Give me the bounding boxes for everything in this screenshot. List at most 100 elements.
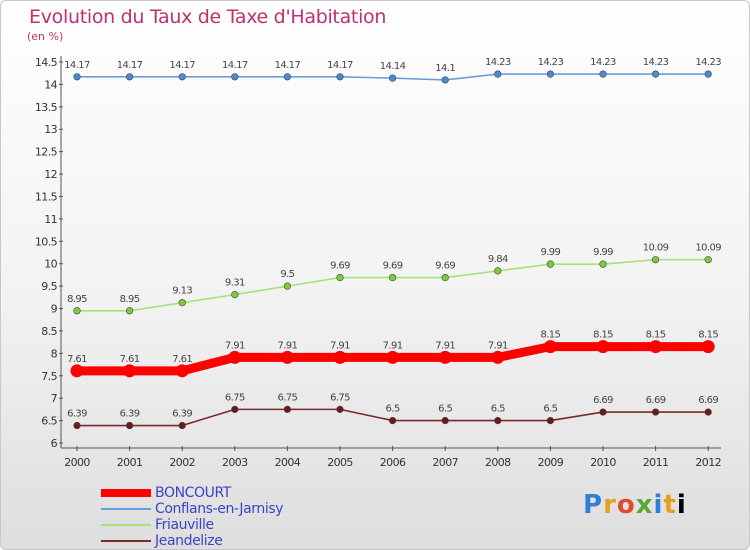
data-label-conflans-en-jarnisy: 14.1 xyxy=(435,63,455,74)
data-point-conflans-en-jarnisy xyxy=(441,76,449,84)
legend-label: BONCOURT xyxy=(155,485,231,501)
x-tick-label: 2000 xyxy=(64,456,90,469)
data-point-boncourt xyxy=(70,364,84,378)
data-label-friauville: 9.5 xyxy=(280,269,294,280)
data-point-boncourt xyxy=(491,350,505,364)
data-label-boncourt: 7.91 xyxy=(225,340,245,351)
data-label-jeandelize: 6.69 xyxy=(698,395,718,406)
data-label-conflans-en-jarnisy: 14.17 xyxy=(117,60,143,71)
data-point-boncourt xyxy=(333,350,347,364)
data-label-conflans-en-jarnisy: 14.23 xyxy=(590,57,616,68)
chart-title: Evolution du Taux de Taxe d'Habitation xyxy=(29,6,387,28)
data-point-conflans-en-jarnisy xyxy=(178,73,186,81)
data-point-friauville xyxy=(546,260,555,268)
data-point-friauville xyxy=(283,282,292,290)
data-point-conflans-en-jarnisy xyxy=(651,70,660,78)
data-point-boncourt xyxy=(175,364,189,378)
data-point-jeandelize xyxy=(651,408,660,416)
data-point-jeandelize xyxy=(73,421,81,430)
x-tick-label: 2012 xyxy=(695,456,721,469)
data-label-conflans-en-jarnisy: 14.17 xyxy=(169,60,195,71)
data-label-conflans-en-jarnisy: 14.23 xyxy=(485,57,511,68)
data-point-jeandelize xyxy=(336,405,344,413)
data-point-conflans-en-jarnisy xyxy=(599,70,607,78)
data-label-jeandelize: 6.75 xyxy=(277,392,297,403)
data-point-conflans-en-jarnisy xyxy=(126,73,134,81)
data-label-jeandelize: 6.5 xyxy=(386,404,400,415)
data-point-conflans-en-jarnisy xyxy=(231,73,239,81)
data-label-boncourt: 8.15 xyxy=(540,330,560,341)
data-point-friauville xyxy=(73,307,81,315)
x-tick-label: 2009 xyxy=(538,456,564,469)
data-point-jeandelize xyxy=(599,408,607,416)
y-tick-label: 7.5 xyxy=(41,370,57,383)
data-point-boncourt xyxy=(649,340,663,354)
data-label-friauville: 10.09 xyxy=(643,243,669,254)
data-point-boncourt xyxy=(228,350,242,364)
x-tick-label: 2006 xyxy=(380,456,406,469)
data-point-boncourt xyxy=(596,340,610,354)
y-tick-label: 14.5 xyxy=(35,56,58,69)
data-point-jeandelize xyxy=(389,416,397,425)
data-point-conflans-en-jarnisy xyxy=(73,73,81,81)
data-label-boncourt: 7.61 xyxy=(120,354,140,365)
data-label-friauville: 9.99 xyxy=(540,247,560,258)
y-tick-label: 10 xyxy=(44,258,57,271)
logo-letter: t xyxy=(663,490,677,520)
legend-swatch xyxy=(101,508,151,510)
x-tick-label: 2001 xyxy=(117,456,143,469)
data-label-jeandelize: 6.39 xyxy=(172,409,192,420)
logo-letter: i xyxy=(653,490,664,520)
y-tick-label: 7 xyxy=(51,392,58,405)
data-point-friauville xyxy=(389,274,397,282)
data-label-conflans-en-jarnisy: 14.23 xyxy=(538,57,564,68)
x-tick-label: 2007 xyxy=(432,456,458,469)
data-point-jeandelize xyxy=(494,416,502,425)
data-label-conflans-en-jarnisy: 14.23 xyxy=(643,57,669,68)
data-label-jeandelize: 6.5 xyxy=(543,404,557,415)
data-label-boncourt: 7.61 xyxy=(67,354,87,365)
data-label-friauville: 9.69 xyxy=(330,261,350,272)
data-point-jeandelize xyxy=(441,416,449,425)
legend-swatch xyxy=(101,540,151,542)
logo-letter: x xyxy=(635,490,654,520)
data-point-conflans-en-jarnisy xyxy=(336,73,344,81)
y-tick-label: 9 xyxy=(51,303,58,316)
data-label-friauville: 10.09 xyxy=(695,243,721,254)
data-label-boncourt: 7.91 xyxy=(488,340,508,351)
data-label-boncourt: 7.91 xyxy=(330,340,350,351)
data-point-boncourt xyxy=(386,350,400,364)
legend-swatch xyxy=(101,489,151,497)
legend-swatch xyxy=(101,524,151,526)
data-point-boncourt xyxy=(280,350,294,364)
y-tick-label: 11.5 xyxy=(35,190,58,203)
y-tick-label: 8 xyxy=(51,347,58,360)
y-tick-label: 13.5 xyxy=(35,101,58,114)
y-tick-label: 11 xyxy=(44,213,57,226)
data-point-friauville xyxy=(441,274,449,282)
data-label-jeandelize: 6.75 xyxy=(330,392,350,403)
data-label-jeandelize: 6.39 xyxy=(67,409,87,420)
data-point-jeandelize xyxy=(704,408,712,416)
data-point-boncourt xyxy=(543,340,557,354)
data-label-boncourt: 7.91 xyxy=(435,340,455,351)
y-tick-label: 14 xyxy=(44,78,57,91)
y-tick-label: 6.5 xyxy=(41,415,57,428)
data-point-friauville xyxy=(494,267,502,275)
x-tick-label: 2004 xyxy=(275,456,301,469)
data-label-friauville: 8.95 xyxy=(120,294,140,305)
data-point-jeandelize xyxy=(283,405,292,413)
data-point-boncourt xyxy=(701,340,715,354)
y-tick-label: 8.5 xyxy=(41,325,57,338)
y-tick-label: 12 xyxy=(44,168,57,181)
y-tick-label: 13 xyxy=(44,123,57,136)
x-tick-label: 2011 xyxy=(643,456,669,469)
data-point-friauville xyxy=(178,299,186,307)
data-point-conflans-en-jarnisy xyxy=(494,70,502,78)
data-label-boncourt: 8.15 xyxy=(593,330,613,341)
data-point-friauville xyxy=(126,307,134,315)
data-label-conflans-en-jarnisy: 14.17 xyxy=(64,60,90,71)
data-label-friauville: 9.69 xyxy=(383,261,403,272)
